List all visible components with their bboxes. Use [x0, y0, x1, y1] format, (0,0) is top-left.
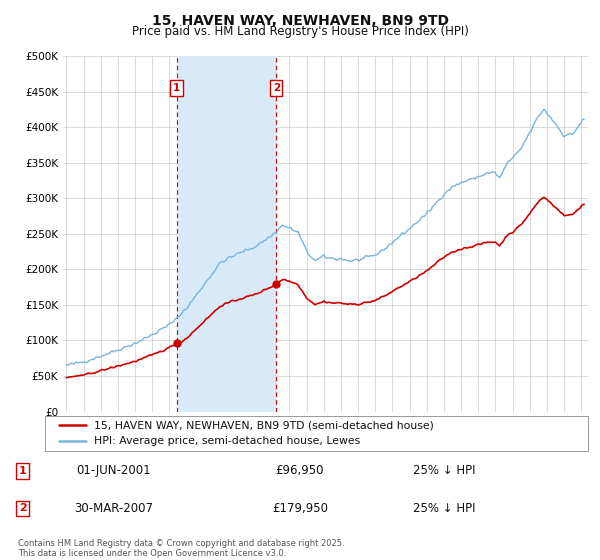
Text: 1: 1 — [173, 83, 180, 93]
Text: 2: 2 — [272, 83, 280, 93]
Text: Price paid vs. HM Land Registry's House Price Index (HPI): Price paid vs. HM Land Registry's House … — [131, 25, 469, 38]
Text: HPI: Average price, semi-detached house, Lewes: HPI: Average price, semi-detached house,… — [94, 436, 360, 446]
Text: 1: 1 — [19, 466, 26, 476]
Text: 15, HAVEN WAY, NEWHAVEN, BN9 9TD: 15, HAVEN WAY, NEWHAVEN, BN9 9TD — [151, 14, 449, 28]
Point — [271, 279, 281, 288]
Text: 15, HAVEN WAY, NEWHAVEN, BN9 9TD (semi-detached house): 15, HAVEN WAY, NEWHAVEN, BN9 9TD (semi-d… — [94, 421, 434, 431]
Text: Contains HM Land Registry data © Crown copyright and database right 2025.
This d: Contains HM Land Registry data © Crown c… — [18, 539, 344, 558]
Text: 25% ↓ HPI: 25% ↓ HPI — [413, 464, 475, 478]
Point — [172, 338, 181, 347]
Text: £179,950: £179,950 — [272, 502, 328, 515]
Text: 2: 2 — [19, 503, 26, 514]
Text: £96,950: £96,950 — [276, 464, 324, 478]
Text: 30-MAR-2007: 30-MAR-2007 — [74, 502, 154, 515]
Text: 01-JUN-2001: 01-JUN-2001 — [77, 464, 151, 478]
Text: 25% ↓ HPI: 25% ↓ HPI — [413, 502, 475, 515]
Bar — [176, 56, 276, 412]
